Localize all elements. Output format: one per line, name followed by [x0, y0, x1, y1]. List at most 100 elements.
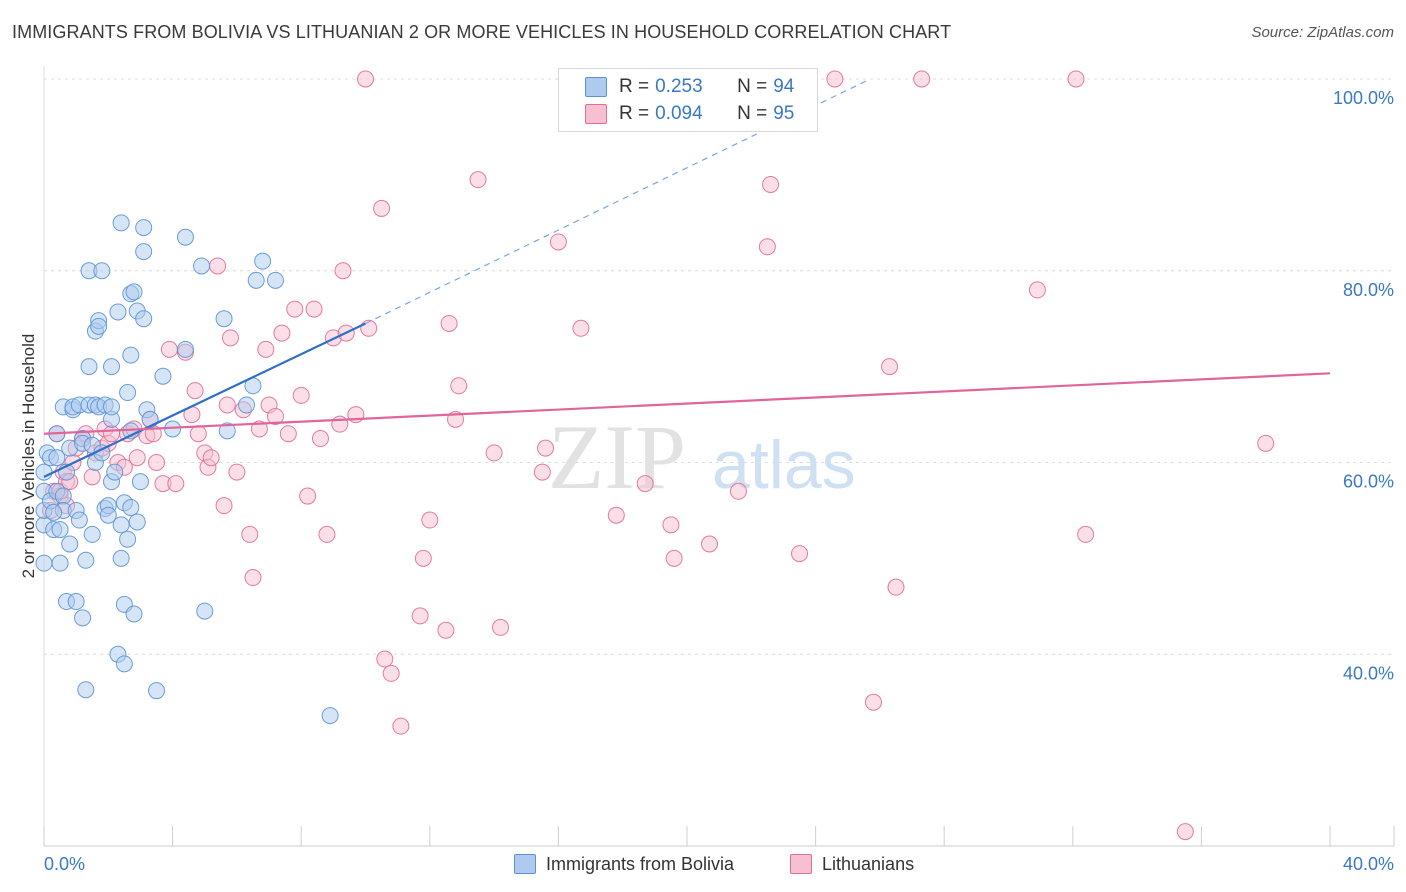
bolivia-point: [122, 499, 140, 517]
lithuanians-point: [607, 506, 625, 524]
lithuanians-point: [103, 425, 121, 443]
watermark: ZIP atlas: [548, 406, 856, 508]
bottom-swatch-pink: [790, 854, 812, 874]
legend-row-lithuanians: R = 0.094 N = 95: [585, 102, 794, 126]
lithuanians-point: [537, 439, 555, 457]
source-credit: Source: ZipAtlas.com: [1251, 24, 1394, 41]
lithuanians-point: [533, 463, 551, 481]
bolivia-point: [215, 310, 233, 328]
legend-r-label: R =: [619, 103, 650, 124]
bolivia-point: [112, 516, 130, 534]
bolivia-point: [135, 243, 153, 261]
lithuanians-point: [186, 382, 204, 400]
bolivia-point: [122, 346, 140, 364]
lithuanians-point: [215, 497, 233, 515]
lithuanians-point: [549, 233, 567, 251]
bolivia-point: [77, 681, 95, 699]
lithuanians-point: [292, 386, 310, 404]
lithuanians-point: [311, 430, 329, 448]
lithuanians-point: [382, 664, 400, 682]
bolivia-point: [35, 554, 53, 572]
bolivia-point: [112, 214, 130, 232]
lithuanians-point: [357, 70, 374, 88]
bottom-legend-bolivia: Immigrants from Bolivia: [514, 852, 734, 876]
bolivia-point: [238, 396, 256, 414]
lithuanians-point: [1257, 434, 1275, 452]
lithuanians-point: [189, 425, 207, 443]
lithuanians-point: [266, 407, 284, 425]
bolivia-point: [125, 605, 143, 623]
lithuanians-point: [273, 324, 291, 342]
lithuanians-point: [729, 482, 747, 500]
chart-title: IMMIGRANTS FROM BOLIVIA VS LITHUANIAN 2 …: [12, 22, 952, 42]
lithuanians-point: [244, 569, 262, 587]
lithuanians-point: [437, 621, 455, 639]
lithuanians-point: [160, 340, 178, 358]
lithuanians-point: [411, 607, 429, 625]
bolivia-point: [54, 487, 72, 505]
x-tick-label-max: 40.0%: [1343, 854, 1394, 874]
lithuanians-point: [469, 171, 487, 189]
bolivia-point: [135, 219, 153, 237]
lithuanians-point: [83, 468, 101, 486]
legend-swatch-blue: [585, 77, 607, 97]
bolivia-points: [35, 214, 339, 725]
lithuanians-point: [913, 70, 931, 88]
legend-swatch-pink: [585, 104, 607, 124]
bottom-swatch-blue: [514, 854, 536, 874]
legend-n-value: 94: [773, 76, 795, 97]
lithuanians-point: [167, 475, 185, 493]
lithuanians-point: [414, 549, 432, 567]
bolivia-point: [154, 367, 172, 385]
lithuanians-point: [485, 444, 503, 462]
lithuanians-point: [791, 545, 809, 563]
y-tick-label: 60.0%: [1343, 472, 1394, 492]
lithuanians-point: [376, 650, 394, 668]
x-tick-label-min: 0.0%: [44, 854, 85, 874]
lithuanians-point: [665, 549, 683, 567]
lithuanians-point: [1176, 823, 1194, 841]
bolivia-point: [70, 511, 88, 529]
legend-r-label: R =: [619, 76, 650, 97]
bolivia-point: [103, 358, 121, 376]
legend-r-value: 0.253: [655, 76, 703, 97]
bottom-legend-label: Lithuanians: [822, 853, 915, 874]
x-axis-ticks: [43, 826, 1395, 846]
lithuanians-point: [701, 535, 719, 553]
bolivia-point: [74, 609, 92, 627]
lithuanians-point: [636, 475, 654, 493]
watermark-zip: ZIP: [548, 406, 686, 508]
lithuanians-point: [299, 487, 317, 505]
bolivia-point: [196, 602, 214, 620]
lithuanians-point: [881, 358, 899, 376]
bolivia-point: [109, 303, 127, 321]
lithuanians-point: [864, 693, 882, 711]
bolivia-point: [131, 473, 149, 491]
legend-n-label: N =: [737, 76, 768, 97]
legend-r-value: 0.094: [655, 103, 703, 124]
bolivia-point: [176, 340, 194, 358]
lithuanians-point: [257, 340, 275, 358]
lithuanians-point: [250, 420, 268, 438]
bolivia-point: [321, 707, 339, 725]
lithuanians-point: [887, 578, 905, 596]
bolivia-point: [119, 530, 137, 548]
lithuanians-point: [392, 717, 410, 735]
bolivia-point: [61, 535, 79, 553]
bolivia-point: [106, 463, 124, 481]
legend-n-value: 95: [773, 103, 795, 124]
bolivia-point: [93, 262, 111, 280]
lithuanians-point: [128, 449, 146, 467]
bolivia-point: [135, 310, 153, 328]
bolivia-point: [254, 252, 272, 270]
bolivia-trend-line: [43, 322, 366, 478]
bolivia-point: [125, 283, 143, 301]
lithuanians-point: [762, 175, 780, 193]
bolivia-point: [266, 271, 284, 289]
lithuanians-point: [148, 454, 166, 471]
lithuanians-point: [318, 525, 336, 543]
y-tick-label: 80.0%: [1343, 280, 1394, 300]
lithuanians-point: [221, 329, 239, 347]
y-axis-label: 2 or more Vehicles in Household: [19, 334, 38, 579]
lithuanians-points: [41, 70, 1275, 841]
